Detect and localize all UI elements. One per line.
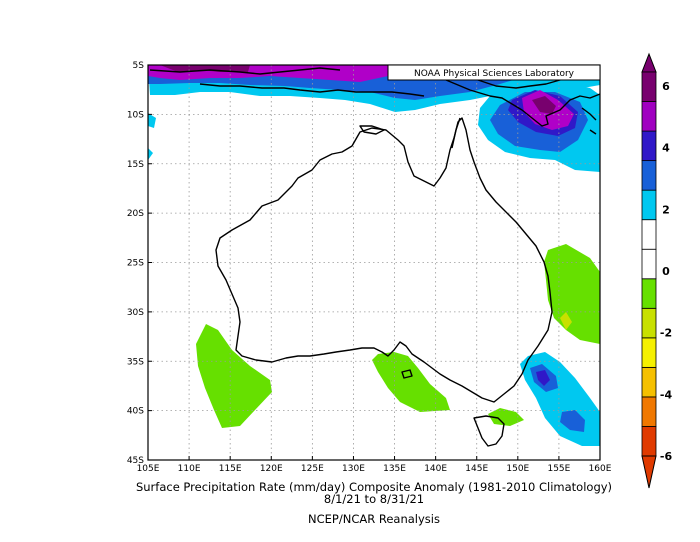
anomaly-tas-dry xyxy=(488,408,524,426)
colorbar-tick-label: 4 xyxy=(662,142,670,155)
colorbar-tick-label: 0 xyxy=(662,265,670,278)
anomaly-west-dry xyxy=(196,324,272,428)
lon-tick-label: 105E xyxy=(137,464,160,474)
lat-tick-label: 10S xyxy=(127,110,144,120)
colorbar-bottom-arrow xyxy=(641,455,657,489)
anomaly-east-dry xyxy=(544,244,600,344)
colorbar-swatch xyxy=(641,219,657,250)
australia-coast xyxy=(215,117,553,403)
colorbar-swatch xyxy=(641,160,657,191)
new-guinea-coast xyxy=(445,79,600,127)
colorbar-tick-label: 2 xyxy=(662,203,670,216)
pacific-island-2 xyxy=(589,129,597,135)
lat-tick-label: 40S xyxy=(127,407,144,417)
date-range: 8/1/21 to 8/31/21 xyxy=(324,492,424,506)
lat-tick-label: 15S xyxy=(127,160,144,170)
lon-tick-label: 160E xyxy=(589,464,612,474)
lon-tick-label: 140E xyxy=(424,464,447,474)
lat-tick-label: 5S xyxy=(133,61,145,71)
colorbar-swatch xyxy=(641,248,657,280)
colorbar-top-arrow xyxy=(641,52,657,73)
colorbar-swatch xyxy=(641,366,657,398)
longitude-tick-labels: 105E 110E 115E 120E 125E 130E 135E 140E 145E 150E… xyxy=(137,456,612,474)
anomaly-coral-purple xyxy=(532,96,556,114)
anomaly-west-edge-blue2 xyxy=(148,148,153,160)
cape-york xyxy=(451,117,461,149)
lat-tick-label: 45S xyxy=(127,456,144,466)
colorbar-swatch xyxy=(641,130,657,162)
lat-tick-label: 35S xyxy=(127,357,144,367)
indonesia-islands-2 xyxy=(199,83,425,97)
anomaly-west-edge-blue xyxy=(148,113,156,128)
anomaly-north-band-purple xyxy=(160,65,250,72)
tasmania-coast xyxy=(473,415,505,447)
timor xyxy=(359,125,385,135)
dataset-label: NCEP/NCAR Reanalysis xyxy=(308,512,440,526)
indonesia-islands-1 xyxy=(149,67,341,75)
lon-tick-label: 120E xyxy=(260,464,283,474)
colorbar-swatch xyxy=(641,396,657,427)
colorbar-swatch xyxy=(641,189,657,221)
credit-box xyxy=(387,64,601,81)
credit-label: NOAA Physical Sciences Laboratory xyxy=(414,69,575,79)
colorbar-swatch xyxy=(641,337,657,368)
colorbar-swatch xyxy=(641,307,657,339)
lat-tick-label: 25S xyxy=(127,259,144,269)
colorbar-tick-label: -6 xyxy=(660,450,673,463)
colorbar-swatch xyxy=(641,71,657,102)
colorbar: 6 4 2 0 -2 -4 -6 xyxy=(641,52,673,489)
colorbar-tick-label: 6 xyxy=(662,80,670,93)
colorbar-tick-label: -2 xyxy=(660,327,672,340)
lon-tick-label: 135E xyxy=(383,464,406,474)
anomaly-tasman-indigo-1 xyxy=(536,370,550,386)
anomaly-tasman-blue-2 xyxy=(560,410,585,432)
lon-tick-label: 150E xyxy=(506,464,529,474)
latitude-tick-labels: 5S 10S 15S 20S 25S 30S 35S 40S 45S xyxy=(127,61,152,466)
lat-tick-label: 30S xyxy=(127,308,144,318)
anomaly-east-dry-core xyxy=(560,312,572,330)
lat-tick-label: 20S xyxy=(127,209,144,219)
lon-tick-label: 130E xyxy=(342,464,365,474)
lon-tick-label: 115E xyxy=(219,464,242,474)
pacific-island xyxy=(581,107,597,121)
lon-tick-label: 155E xyxy=(547,464,570,474)
lon-tick-label: 125E xyxy=(301,464,324,474)
colorbar-swatch xyxy=(641,101,657,132)
anomaly-south-dry xyxy=(372,352,450,412)
lon-tick-label: 110E xyxy=(178,464,201,474)
anomaly-tasman-light xyxy=(520,352,600,446)
anomaly-fields xyxy=(148,65,600,446)
lon-tick-label: 145E xyxy=(465,464,488,474)
kangaroo-island xyxy=(401,369,413,379)
colorbar-swatch xyxy=(641,426,657,457)
colorbar-swatch xyxy=(641,278,657,309)
chart-title: Surface Precipitation Rate (mm/day) Comp… xyxy=(136,480,612,494)
colorbar-tick-label: -4 xyxy=(660,388,673,401)
